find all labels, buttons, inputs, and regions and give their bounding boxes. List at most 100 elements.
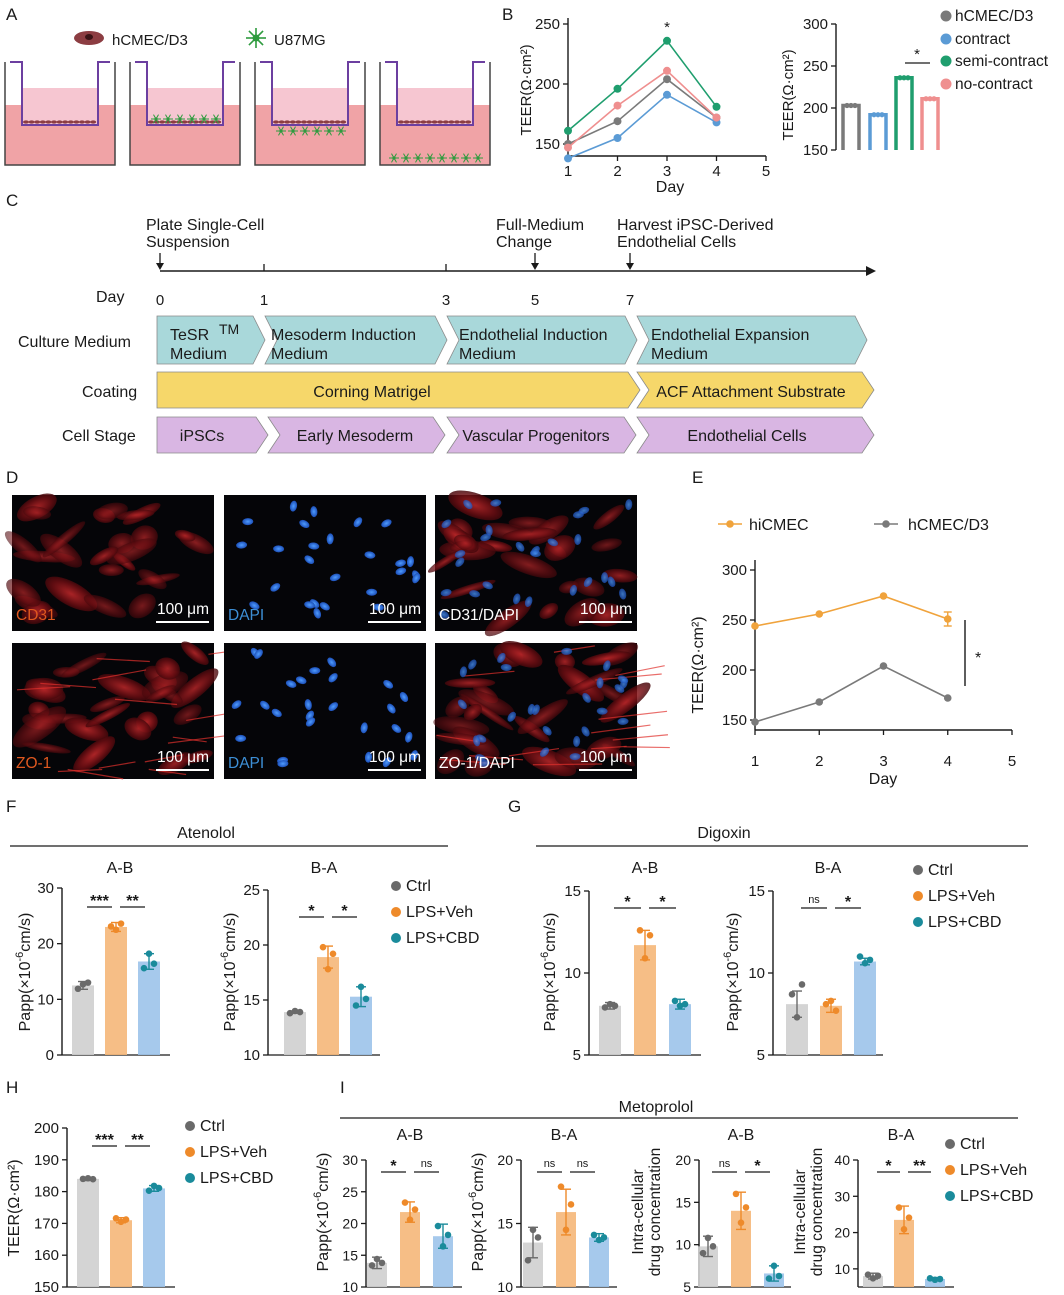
nucleus xyxy=(309,667,321,675)
endothelial-cell xyxy=(437,120,444,124)
data-point xyxy=(84,979,92,986)
nucleus xyxy=(249,601,260,610)
data-point xyxy=(74,985,82,993)
junction-strand xyxy=(96,658,150,663)
y-title-sup: -6 xyxy=(14,952,26,962)
panel-letter-G: G xyxy=(508,797,521,816)
legend-marker xyxy=(391,881,401,891)
nucleus xyxy=(412,572,421,584)
significance-label: ns xyxy=(544,1158,556,1170)
nucleus xyxy=(515,541,525,552)
data-point xyxy=(900,1226,908,1233)
series-line-1 xyxy=(567,93,717,160)
transwell-1 xyxy=(4,61,116,166)
y-tick-label: 10 xyxy=(834,1261,850,1277)
data-point xyxy=(712,102,721,111)
junction-strand xyxy=(57,768,103,773)
y-tick-label: 20 xyxy=(37,936,54,953)
chart-G-BA: 5 10 15 B-A Papp(×10-6cm/s) ns * Ctrl LPS+Veh LPS… xyxy=(722,860,1001,1064)
nucleus xyxy=(569,584,578,596)
well-wall xyxy=(129,62,241,166)
junction-strand xyxy=(92,669,147,681)
astrocyte xyxy=(461,153,471,163)
endothelial-cell xyxy=(420,120,427,124)
endothelial-cell xyxy=(51,120,57,124)
endothelial-cell xyxy=(23,120,29,124)
significance-label: ns xyxy=(421,1158,433,1170)
significance-label: * xyxy=(624,894,631,911)
nucleus xyxy=(327,657,337,668)
data-point xyxy=(606,1000,614,1008)
event-label: Harvest iPSC-Derived xyxy=(617,217,773,234)
panel-letter-I: I xyxy=(340,1078,345,1097)
y-tick-label: 250 xyxy=(803,58,828,75)
data-point xyxy=(362,995,370,1003)
nucleus xyxy=(353,517,363,528)
data-point xyxy=(150,1182,158,1190)
y-axis-title: TEER(Ω·cm²) xyxy=(6,1159,23,1256)
stain-label: DAPI xyxy=(228,607,264,624)
stain-blob xyxy=(517,699,568,735)
bar-point xyxy=(927,96,933,102)
y-title-sup: -6 xyxy=(467,1192,479,1202)
y-title-part: Papp(×10 xyxy=(315,1201,332,1271)
astrocyte-body xyxy=(404,156,408,160)
legend-marker xyxy=(940,33,952,45)
nucleus xyxy=(596,707,608,715)
data-point xyxy=(676,1002,684,1010)
bar-2 xyxy=(669,1004,691,1055)
astrocyte xyxy=(288,126,298,136)
series-line-0 xyxy=(567,78,717,145)
significance-label: * xyxy=(308,903,315,920)
endothelial-cell xyxy=(426,120,432,124)
data-point xyxy=(681,1000,689,1008)
nucleus xyxy=(372,603,384,611)
well-wall xyxy=(4,62,116,166)
culture-segment-text: TeSR xyxy=(170,327,209,344)
endothelial-cell xyxy=(448,120,455,124)
data-point xyxy=(357,983,365,991)
scale-bar-label: 100 μm xyxy=(157,601,209,618)
nucleus xyxy=(319,602,330,611)
data-point xyxy=(564,126,572,135)
y-axis-title: Intra-cellular xyxy=(792,1169,809,1254)
bar-2 xyxy=(138,961,160,1055)
legend-marker xyxy=(913,891,923,901)
y-tick-label: 0 xyxy=(46,1047,54,1064)
row-label-coating: Coating xyxy=(82,384,137,401)
bar-0 xyxy=(786,1004,808,1055)
stain-blob xyxy=(591,538,622,552)
stain-blob xyxy=(433,716,490,736)
stain-blob xyxy=(448,490,503,521)
astrocyte xyxy=(473,153,483,163)
y-tick-label: 180 xyxy=(34,1184,59,1201)
bar-0 xyxy=(523,1242,543,1287)
stain-blob xyxy=(586,736,622,761)
y-title-part: Papp(×10 xyxy=(725,961,742,1031)
data-point xyxy=(444,1231,452,1239)
astrocyte xyxy=(276,126,286,136)
stain-blob xyxy=(89,546,119,566)
data-point xyxy=(524,1257,532,1264)
bar-point xyxy=(852,102,858,109)
junction-strand xyxy=(98,761,136,769)
chart-title: A-B xyxy=(632,860,659,877)
nucleus xyxy=(328,673,338,683)
nucleus xyxy=(482,581,493,590)
event-label: Change xyxy=(496,234,552,251)
nucleus xyxy=(603,660,611,672)
transwell-2 xyxy=(129,61,241,166)
data-point xyxy=(943,694,952,702)
data-point xyxy=(107,923,115,930)
culture-segment-text: Medium xyxy=(459,346,516,363)
legend-label: LPS+Veh xyxy=(960,1162,1027,1179)
nucleus xyxy=(387,703,396,714)
stain-label: ZO-1 xyxy=(16,755,51,772)
micrographs-D: CD31 100 μm DAPI 100 μm CD31/DAPI 100 μm ZO-1 1… xyxy=(4,490,670,780)
data-point xyxy=(613,84,622,93)
insert-wall xyxy=(135,61,235,126)
row-label-stage: Cell Stage xyxy=(62,428,136,445)
legend-label: LPS+CBD xyxy=(406,930,479,947)
data-point xyxy=(765,1275,773,1282)
